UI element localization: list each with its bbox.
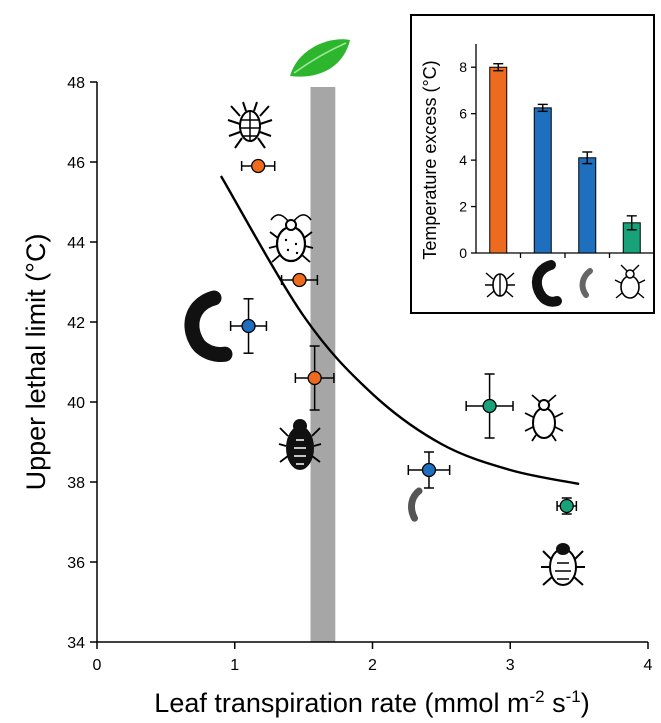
data-point — [465, 373, 514, 439]
inset-y-tick-label: 4 — [459, 152, 467, 168]
inset-y-tick-label: 0 — [459, 245, 467, 261]
mite-icon — [227, 101, 273, 149]
point-marker — [241, 318, 256, 334]
y-tick-label: 48 — [67, 75, 85, 92]
point-marker — [482, 398, 497, 414]
y-tick-label: 36 — [67, 555, 85, 572]
y-axis-title: Upper lethal limit (°C) — [21, 234, 51, 491]
inset-mite-icon — [485, 272, 515, 298]
inset-y-tick-label: 8 — [459, 59, 467, 75]
larva-icon — [408, 487, 423, 523]
point-marker — [251, 158, 266, 174]
point-marker — [292, 272, 307, 288]
inset-bar — [533, 107, 552, 254]
inset-y-tick-label: 2 — [459, 199, 467, 215]
x-tick-label: 2 — [368, 657, 377, 674]
aphid-icon — [268, 214, 314, 263]
inset-bar-chart: 0 2 4 6 8 Temperature excess (°C) — [410, 14, 655, 314]
inset-y-tick-label: 6 — [459, 106, 467, 122]
data-point — [229, 298, 268, 354]
caterpillar-icon — [184, 290, 234, 362]
y-tick-label: 34 — [67, 635, 85, 652]
inset-bar — [578, 157, 597, 254]
fit-curve-layer — [219, 175, 580, 486]
beetle-icon — [278, 419, 322, 470]
point-marker — [421, 462, 437, 478]
point-marker — [559, 498, 574, 514]
x-tick-label: 1 — [230, 657, 239, 674]
x-tick-label: 4 — [644, 657, 653, 674]
point-marker — [307, 370, 322, 386]
inset-frame — [410, 14, 655, 314]
inset-bars — [489, 63, 655, 258]
inset-caterpillar-icon — [531, 260, 562, 307]
inset-aphid-icon — [614, 264, 646, 299]
data-point — [294, 345, 335, 411]
data-point — [240, 158, 276, 174]
x-axis-title: Leaf transpiration rate (mmol m-2 s-1) — [154, 687, 589, 718]
inset-y-axis-title: Temperature excess (°C) — [420, 60, 440, 259]
x-tick-label: 0 — [93, 657, 102, 674]
y-tick-label: 46 — [67, 155, 85, 172]
data-points — [229, 158, 578, 515]
leaf-icon — [290, 39, 350, 77]
y-tick-label: 38 — [67, 475, 85, 492]
mite-icon — [541, 543, 585, 586]
fit-curve — [219, 175, 580, 486]
inset-bar — [489, 66, 508, 254]
data-point — [280, 272, 319, 288]
x-tick-label: 3 — [506, 657, 515, 674]
data-point — [407, 451, 451, 489]
y-tick-label: 44 — [67, 235, 85, 252]
inset-larva-icon — [579, 268, 593, 298]
aphid-icon — [524, 394, 564, 442]
y-tick-label: 40 — [67, 395, 85, 412]
y-tick-label: 42 — [67, 315, 85, 332]
data-point — [556, 497, 578, 515]
